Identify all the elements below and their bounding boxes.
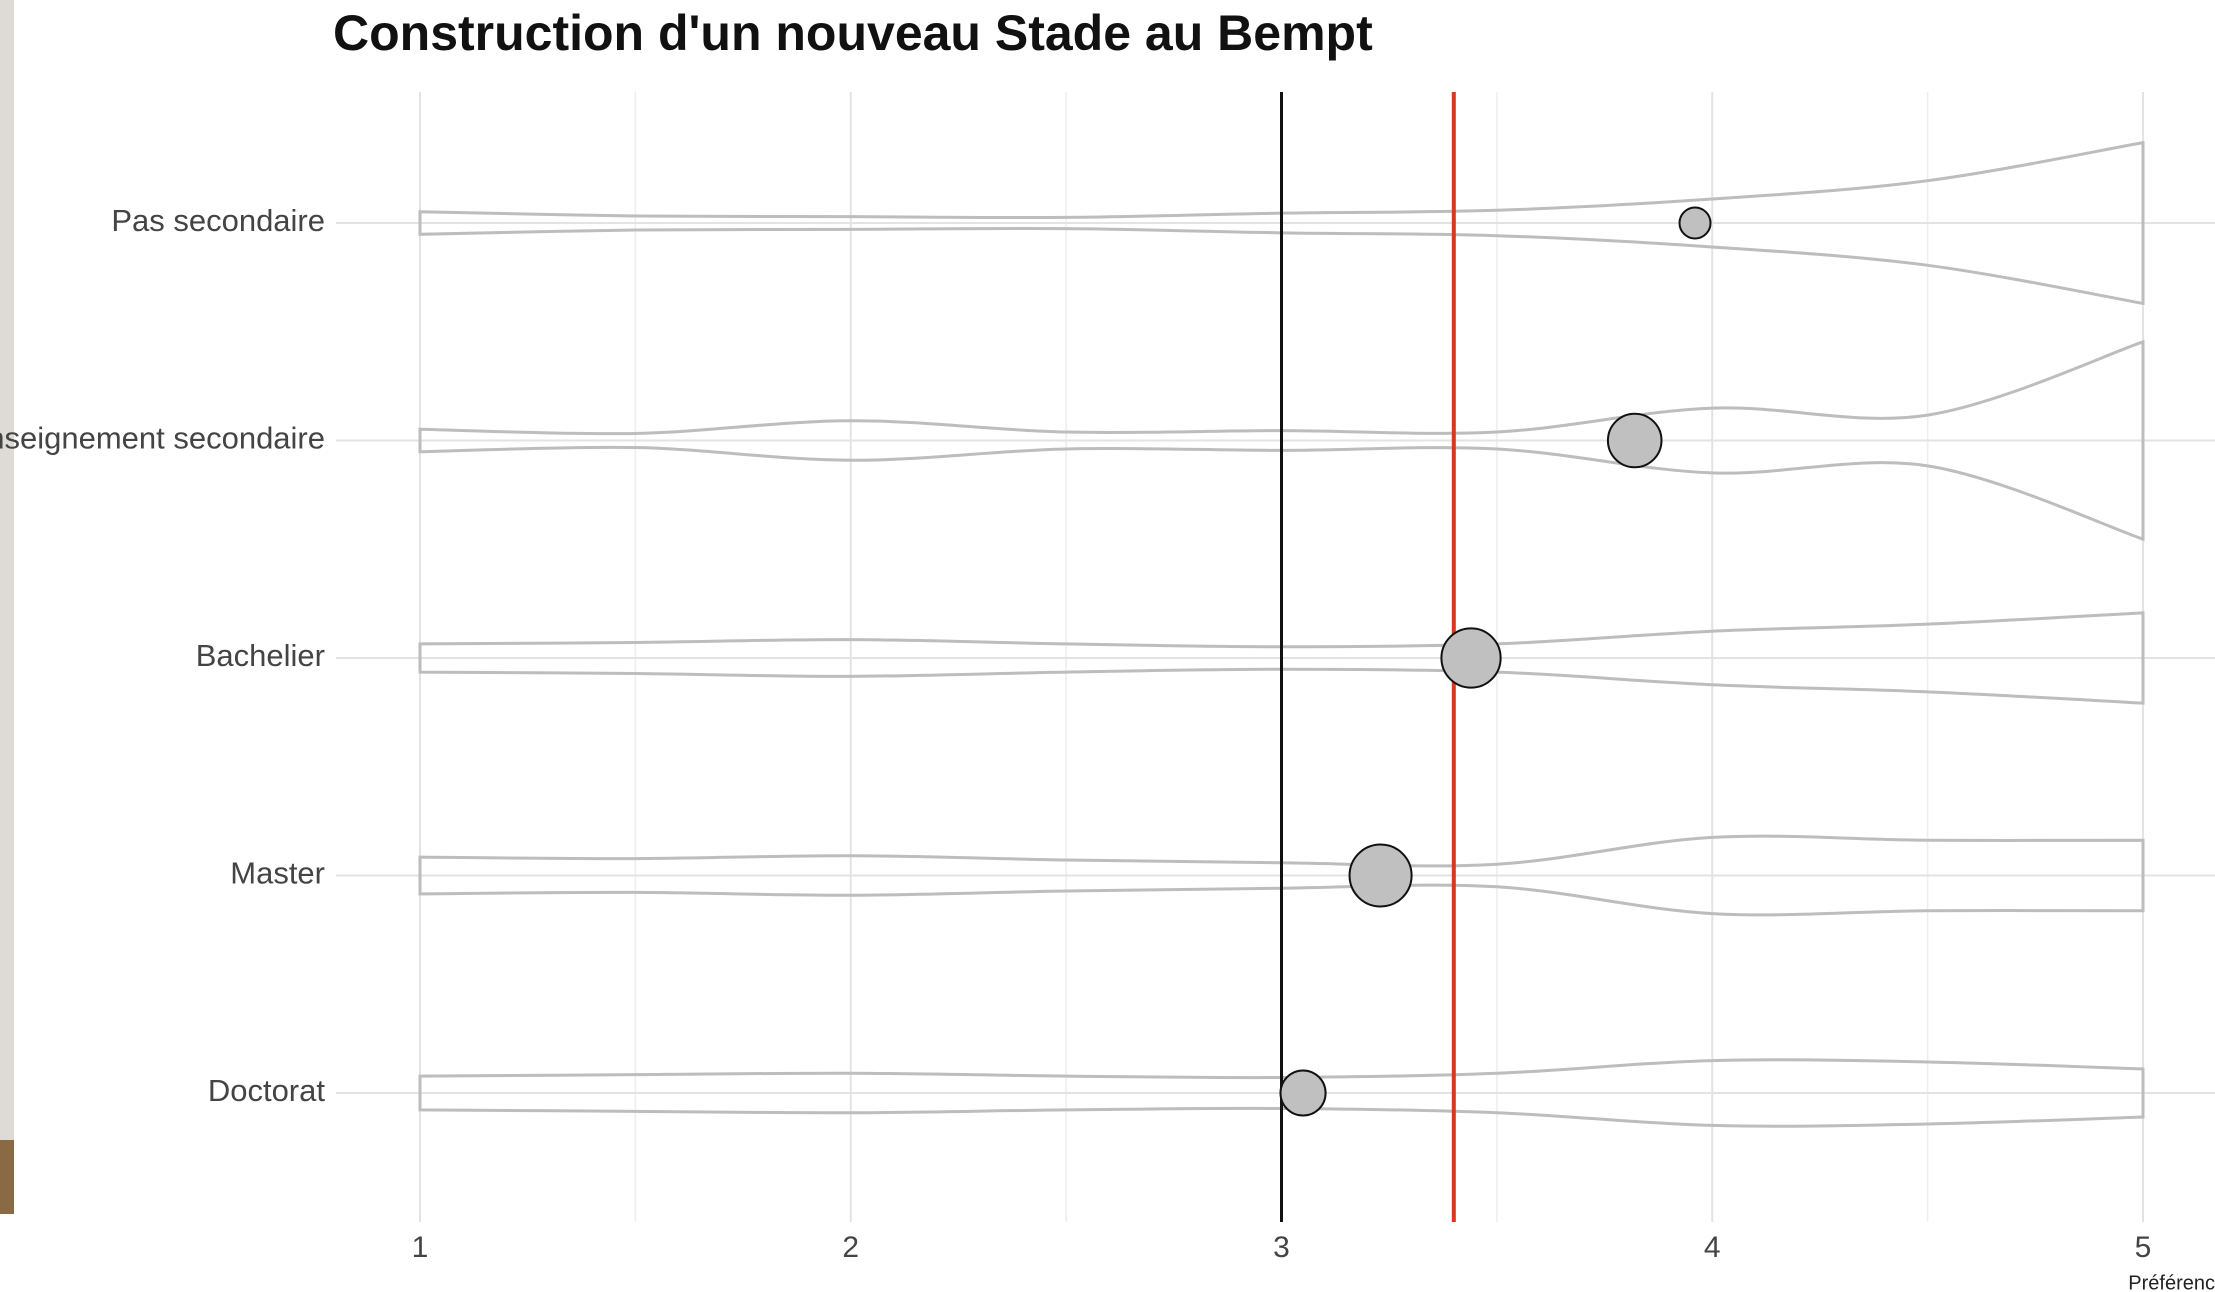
y-tick-label: Master (230, 856, 325, 891)
x-tick-label: 4 (1704, 1231, 1721, 1264)
y-tick-label: Bachelier (196, 638, 325, 673)
mean-point (1678, 206, 1712, 240)
y-tick-label: Pas secondaire (111, 203, 325, 238)
chart-title: Construction d'un nouveau Stade au Bempt (333, 5, 1373, 61)
x-axis-title: Préférenc (2128, 1272, 2215, 1292)
x-tick-label: 2 (842, 1231, 859, 1264)
violin (418, 339, 2145, 542)
mean-point (1279, 1069, 1327, 1117)
violin (418, 1058, 2145, 1128)
x-tick-label: 5 (2135, 1231, 2152, 1264)
x-tick-label: 3 (1273, 1231, 1290, 1264)
mean-point (1606, 412, 1663, 469)
side-strip (0, 0, 14, 1140)
x-tick-label: 1 (412, 1231, 429, 1264)
y-tick-label: Doctorat (208, 1073, 326, 1108)
mean-point (1440, 627, 1502, 689)
y-tick-label: Enseignement secondaire (0, 421, 325, 456)
violin (418, 834, 2145, 917)
mean-point (1348, 843, 1413, 908)
violin (418, 611, 2145, 705)
violin (418, 140, 2145, 306)
side-image (0, 1140, 14, 1214)
